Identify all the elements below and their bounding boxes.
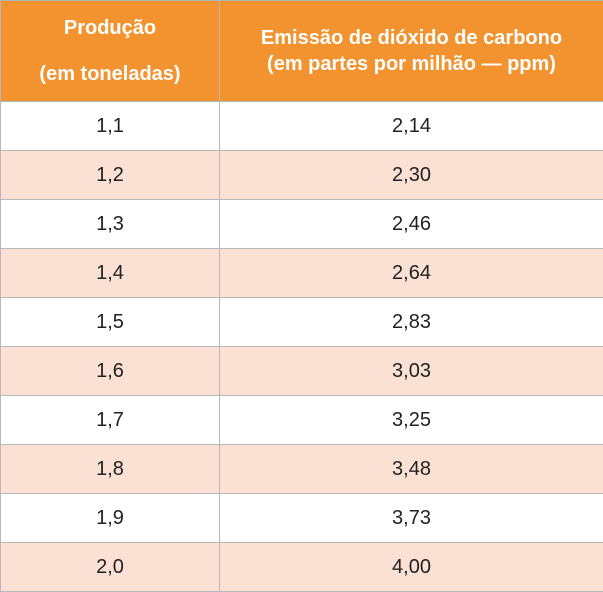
production-cell: 1,4 [1, 249, 220, 298]
emission-cell: 2,64 [220, 249, 603, 298]
table-row: 1,4 2,64 [1, 249, 603, 298]
production-cell: 1,8 [1, 445, 220, 494]
header-production-unit: (em toneladas) [1, 62, 219, 86]
table-row: 1,6 3,03 [1, 347, 603, 396]
production-cell: 1,1 [1, 102, 220, 151]
emission-cell: 2,83 [220, 298, 603, 347]
header-production-title: Produção [1, 16, 219, 40]
emission-cell: 2,46 [220, 200, 603, 249]
production-cell: 1,7 [1, 396, 220, 445]
table-row: 1,3 2,46 [1, 200, 603, 249]
table-row: 1,8 3,48 [1, 445, 603, 494]
emission-cell: 2,14 [220, 102, 603, 151]
table-row: 1,7 3,25 [1, 396, 603, 445]
table-body: 1,1 2,14 1,2 2,30 1,3 2,46 1,4 2,64 1,5 … [1, 102, 603, 592]
production-cell: 1,9 [1, 494, 220, 543]
emission-cell: 3,48 [220, 445, 603, 494]
emission-cell: 3,25 [220, 396, 603, 445]
header-emission-unit: (em partes por milhão — ppm) [220, 52, 603, 76]
table-row: 1,1 2,14 [1, 102, 603, 151]
header-emission: Emissão de dióxido de carbono (em partes… [220, 1, 603, 102]
header-row: Produção (em toneladas) Emissão de dióxi… [1, 1, 603, 102]
production-cell: 1,3 [1, 200, 220, 249]
header-production: Produção (em toneladas) [1, 1, 220, 102]
production-cell: 1,2 [1, 151, 220, 200]
production-cell: 1,6 [1, 347, 220, 396]
table-header: Produção (em toneladas) Emissão de dióxi… [1, 1, 603, 102]
header-emission-title: Emissão de dióxido de carbono [220, 26, 603, 50]
table-row: 1,5 2,83 [1, 298, 603, 347]
emission-cell: 3,73 [220, 494, 603, 543]
production-cell: 2,0 [1, 543, 220, 592]
emission-cell: 2,30 [220, 151, 603, 200]
table-row: 1,9 3,73 [1, 494, 603, 543]
emission-cell: 3,03 [220, 347, 603, 396]
table-row: 1,2 2,30 [1, 151, 603, 200]
table-row: 2,0 4,00 [1, 543, 603, 592]
production-cell: 1,5 [1, 298, 220, 347]
emission-cell: 4,00 [220, 543, 603, 592]
